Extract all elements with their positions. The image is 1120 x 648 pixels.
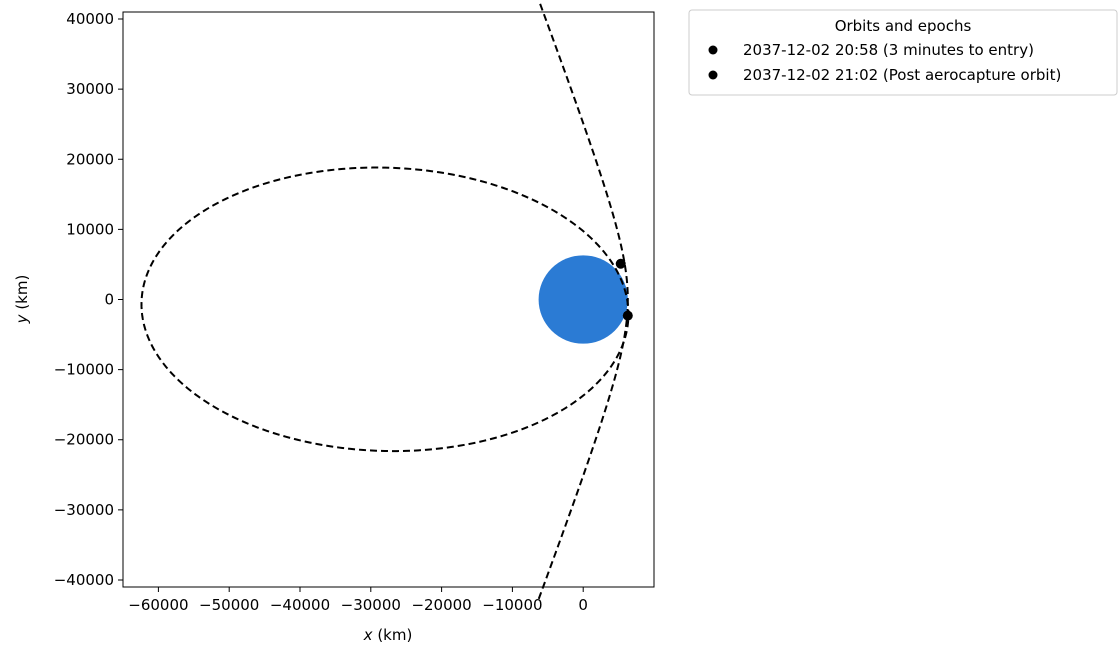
y-axis-label: y (km) <box>13 275 31 325</box>
plot-area <box>122 0 655 600</box>
y-tick-label: 20000 <box>66 150 114 168</box>
y-tick-label: 40000 <box>66 10 114 28</box>
x-tick-label: −30000 <box>341 596 401 614</box>
planet-disk <box>538 255 628 344</box>
legend-title: Orbits and epochs <box>835 17 972 35</box>
legend-marker-1 <box>708 45 718 55</box>
y-tick-label: −10000 <box>54 361 114 379</box>
x-axis-label: x (km) <box>363 626 413 644</box>
x-tick-label: −20000 <box>411 596 471 614</box>
x-tick-label: −40000 <box>270 596 330 614</box>
x-tick-label: −60000 <box>128 596 188 614</box>
x-tick-label: 0 <box>578 596 588 614</box>
legend-marker-2 <box>708 70 718 80</box>
y-tick-label: −20000 <box>54 431 114 449</box>
epoch-point-1 <box>615 258 626 269</box>
y-tick-label: 10000 <box>66 220 114 238</box>
legend: Orbits and epochs 2037-12-02 20:58 (3 mi… <box>688 9 1118 96</box>
y-tick-label: 30000 <box>66 80 114 98</box>
ellipse-orbit-line <box>140 166 630 453</box>
legend-entry-2: 2037-12-02 21:02 (Post aerocapture orbit… <box>743 66 1061 84</box>
y-tick-label: −30000 <box>54 501 114 519</box>
y-axis: −40000 −30000 −20000 −10000 0 10000 20000 30000… <box>54 10 123 589</box>
x-axis: −60000 −50000 −40000 −30000 −20000 −10000 0 <box>128 587 588 614</box>
legend-frame <box>688 9 1118 96</box>
epoch-point-2 <box>622 310 633 321</box>
legend-entry-1: 2037-12-02 20:58 (3 minutes to entry) <box>743 41 1034 59</box>
y-tick-label: 0 <box>104 291 114 309</box>
x-tick-label: −10000 <box>482 596 542 614</box>
x-tick-label: −50000 <box>199 596 259 614</box>
y-tick-label: −40000 <box>54 571 114 589</box>
